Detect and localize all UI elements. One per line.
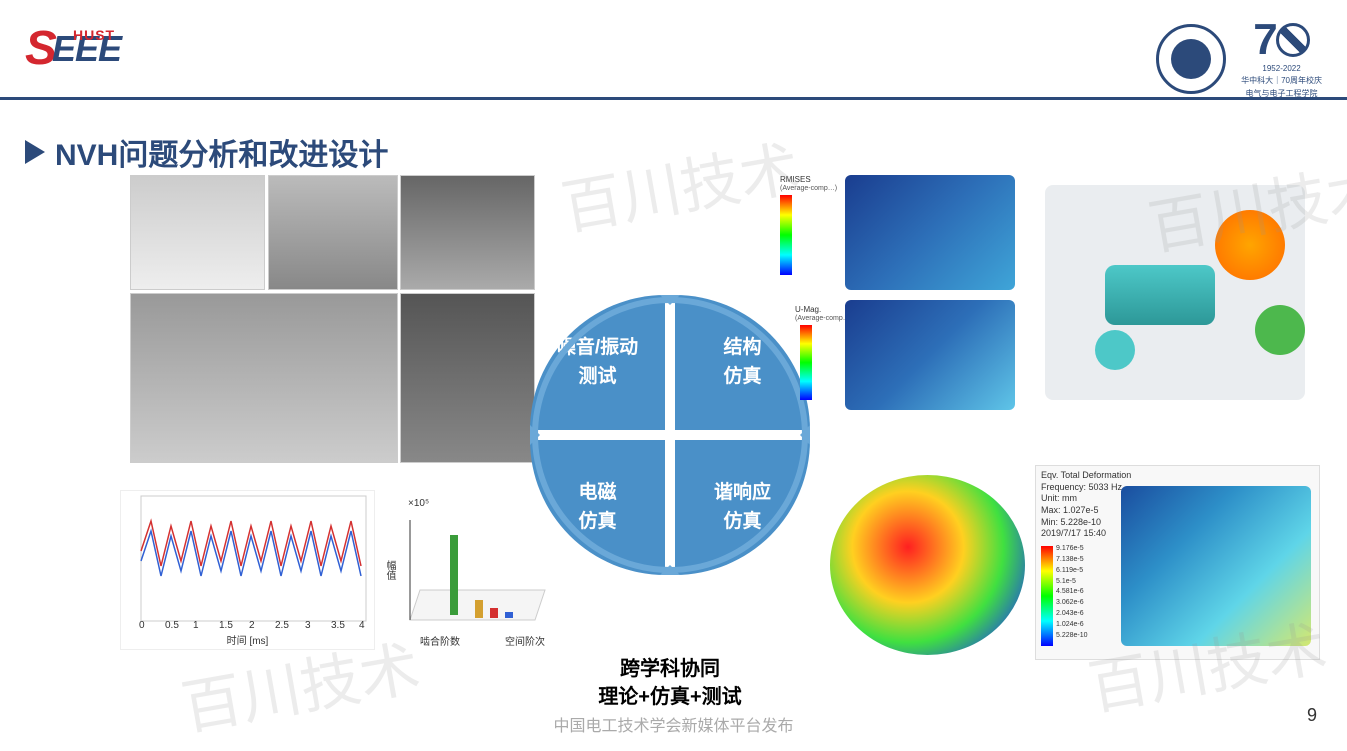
bar3d-svg <box>380 490 555 650</box>
waveform-xtick-8: 4 <box>359 620 365 631</box>
deform-v3: 5.1e-5 <box>1056 577 1088 588</box>
waveform-xtick-3: 1.5 <box>219 620 233 631</box>
logo-right: 7 1952-2022 华中科大｜70周年校庆 电气与电子工程学院 <box>1156 18 1322 99</box>
deform-min: Min: 5.228e-10 <box>1041 517 1131 529</box>
waveform-xtick-0: 0 <box>139 620 145 631</box>
page-number: 9 <box>1307 705 1317 726</box>
slide-header: S HUST EEE 7 1952-2022 华中科大｜70周年校庆 电气与电子… <box>0 0 1347 100</box>
deform-v8: 5.228e-10 <box>1056 631 1088 642</box>
subtitle-l2: 理论+仿真+测试 <box>530 683 810 711</box>
cycle-q3-l2: 仿真 <box>578 508 616 537</box>
cycle-quad-harmonic: 谐响应 仿真 <box>675 440 810 575</box>
deform-freq: Frequency: 5033 Hz <box>1041 482 1131 494</box>
fea-housing-disp <box>845 300 1015 410</box>
bar3d-xlabel2: 空间阶次 <box>505 633 545 648</box>
cycle-q2-l1: 结构 <box>723 334 761 363</box>
fea-legend-1-sub: (Average-comp…) <box>780 185 837 192</box>
footer-text: 中国电工技术学会新媒体平台发布 <box>553 712 793 736</box>
waveform-xtick-6: 3 <box>305 620 311 631</box>
cycle-diagram: 噪音/振动 测试 结构 仿真 电磁 仿真 谐响应 仿真 <box>530 295 810 575</box>
cycle-subtitle: 跨学科协同 理论+仿真+测试 <box>530 655 810 711</box>
deform-title: Eqv. Total Deformation <box>1041 470 1131 482</box>
anniversary-years: 1952-2022 <box>1262 64 1300 73</box>
photo-hammer-sensor <box>268 175 398 290</box>
waveform-xtick-7: 3.5 <box>331 620 345 631</box>
deform-unit: Unit: mm <box>1041 493 1131 505</box>
slide-title: NVH问题分析和改进设计 <box>55 130 388 174</box>
deform-v0: 9.176e-5 <box>1056 544 1088 555</box>
waveform-xtick-5: 2.5 <box>275 620 289 631</box>
photo-stator-core <box>400 175 535 290</box>
subtitle-l1: 跨学科协同 <box>530 655 810 683</box>
cycle-quad-structure: 结构 仿真 <box>675 295 810 430</box>
deformation-result-panel: Eqv. Total Deformation Frequency: 5033 H… <box>1035 465 1320 660</box>
cycle-q3-l1: 电磁 <box>578 479 616 508</box>
cad-assembly <box>1035 175 1315 410</box>
deform-v4: 4.581e-6 <box>1056 587 1088 598</box>
bar3d-plot: ×10⁵ 幅值 啮合阶数 空间阶次 <box>380 490 555 650</box>
slide-title-row: NVH问题分析和改进设计 <box>25 130 388 174</box>
waveform-xtick-1: 0.5 <box>165 620 179 631</box>
waveform-plot: 时间 [ms] 0 0.5 1 1.5 2 2.5 3 3.5 4 <box>120 490 375 650</box>
fea-legend-2-colorbar <box>800 325 812 400</box>
cycle-quad-em: 电磁 仿真 <box>530 440 665 575</box>
cycle-quad-noise-vibration: 噪音/振动 测试 <box>530 295 665 430</box>
fea-legend-1-colorbar <box>780 195 792 275</box>
deform-max: Max: 1.027e-5 <box>1041 505 1131 517</box>
anniversary-sub2: 电气与电子工程学院 <box>1246 88 1318 99</box>
title-chevron-icon <box>25 140 45 164</box>
fea-legend-1-title: RMISES <box>780 175 811 184</box>
university-seal-icon <box>1156 24 1226 94</box>
cycle-q4-l1: 谐响应 <box>714 479 771 508</box>
bar3d-xlabel1: 啮合阶数 <box>420 633 460 648</box>
deform-v7: 1.024e-6 <box>1056 620 1088 631</box>
anniversary-globe-icon <box>1276 23 1310 57</box>
waveform-xlabel: 时间 [ms] <box>227 632 269 647</box>
deform-colorbar <box>1041 546 1053 646</box>
cycle-q1-l1: 噪音/振动 <box>557 334 638 363</box>
anniversary-badge: 7 1952-2022 华中科大｜70周年校庆 电气与电子工程学院 <box>1241 18 1322 99</box>
photo-laptop-analyzer <box>130 175 265 290</box>
cycle-q1-l2: 测试 <box>578 363 616 392</box>
deform-motor-housing <box>1121 486 1311 646</box>
photo-test-rig <box>130 293 398 463</box>
cycle-q4-l2: 仿真 <box>723 508 761 537</box>
harmonic-gearbox-result <box>830 475 1025 655</box>
deform-v1: 7.138e-5 <box>1056 555 1088 566</box>
logo-left: S HUST EEE <box>25 25 121 73</box>
photo-engine-bay <box>400 293 535 463</box>
deform-date: 2019/7/17 15:40 <box>1041 528 1131 540</box>
waveform-xtick-4: 2 <box>249 620 255 631</box>
slide-content: 时间 [ms] 0 0.5 1 1.5 2 2.5 3 3.5 4 ×10⁵ 幅… <box>0 175 1347 695</box>
bar3d-ylabel: 幅值 <box>382 560 397 580</box>
fea-legend-2-title: U-Mag. <box>795 305 821 314</box>
bar3d-yexp: ×10⁵ <box>408 498 429 509</box>
anniversary-seven: 7 <box>1253 18 1277 62</box>
deform-v2: 6.119e-5 <box>1056 566 1088 577</box>
logo-hust-text: HUST <box>73 27 115 43</box>
anniversary-sub1: 华中科大｜70周年校庆 <box>1241 75 1322 86</box>
cycle-q2-l2: 仿真 <box>723 363 761 392</box>
waveform-xtick-2: 1 <box>193 620 199 631</box>
deform-v5: 3.062e-6 <box>1056 598 1088 609</box>
fea-legend-2-sub: (Average-comp…) <box>795 315 852 322</box>
fea-gearbox-stress <box>845 175 1015 290</box>
deform-v6: 2.043e-6 <box>1056 609 1088 620</box>
